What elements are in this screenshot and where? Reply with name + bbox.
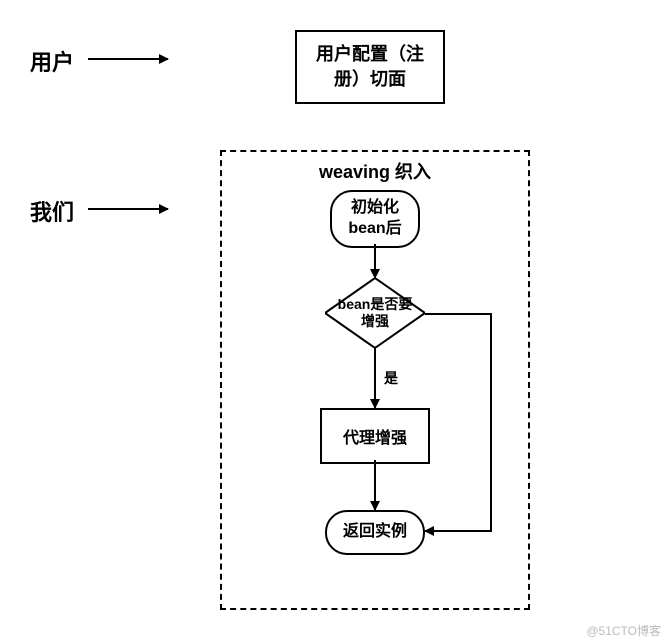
we-label: 我们 (30, 195, 74, 227)
watermark: @51CTO博客 (586, 622, 661, 639)
bypass-bottom-h (425, 530, 492, 532)
arrow-init-decision (374, 244, 376, 278)
user-label: 用户 (30, 45, 74, 77)
user-arrow (88, 58, 168, 60)
config-line1: 用户配置（注 (316, 44, 424, 64)
decision-line2: 增强 (361, 313, 389, 329)
config-line2: 册）切面 (334, 69, 406, 89)
init-line1: 初始化 (351, 199, 399, 216)
bypass-v (490, 313, 492, 530)
arrow-decision-proxy (374, 348, 376, 408)
bypass-top-h (425, 313, 490, 315)
return-node: 返回实例 (325, 510, 425, 555)
init-line2: bean后 (348, 220, 401, 237)
arrow-proxy-return (374, 460, 376, 510)
proxy-node: 代理增强 (320, 408, 430, 464)
we-arrow (88, 208, 168, 210)
weaving-title: weaving 织入 (220, 158, 530, 184)
init-node: 初始化 bean后 (330, 190, 420, 248)
decision-line1: bean是否要 (338, 296, 413, 312)
edge-yes-label: 是 (384, 368, 398, 388)
decision-node: bean是否要 增强 (325, 278, 425, 348)
config-box: 用户配置（注 册）切面 (295, 30, 445, 104)
